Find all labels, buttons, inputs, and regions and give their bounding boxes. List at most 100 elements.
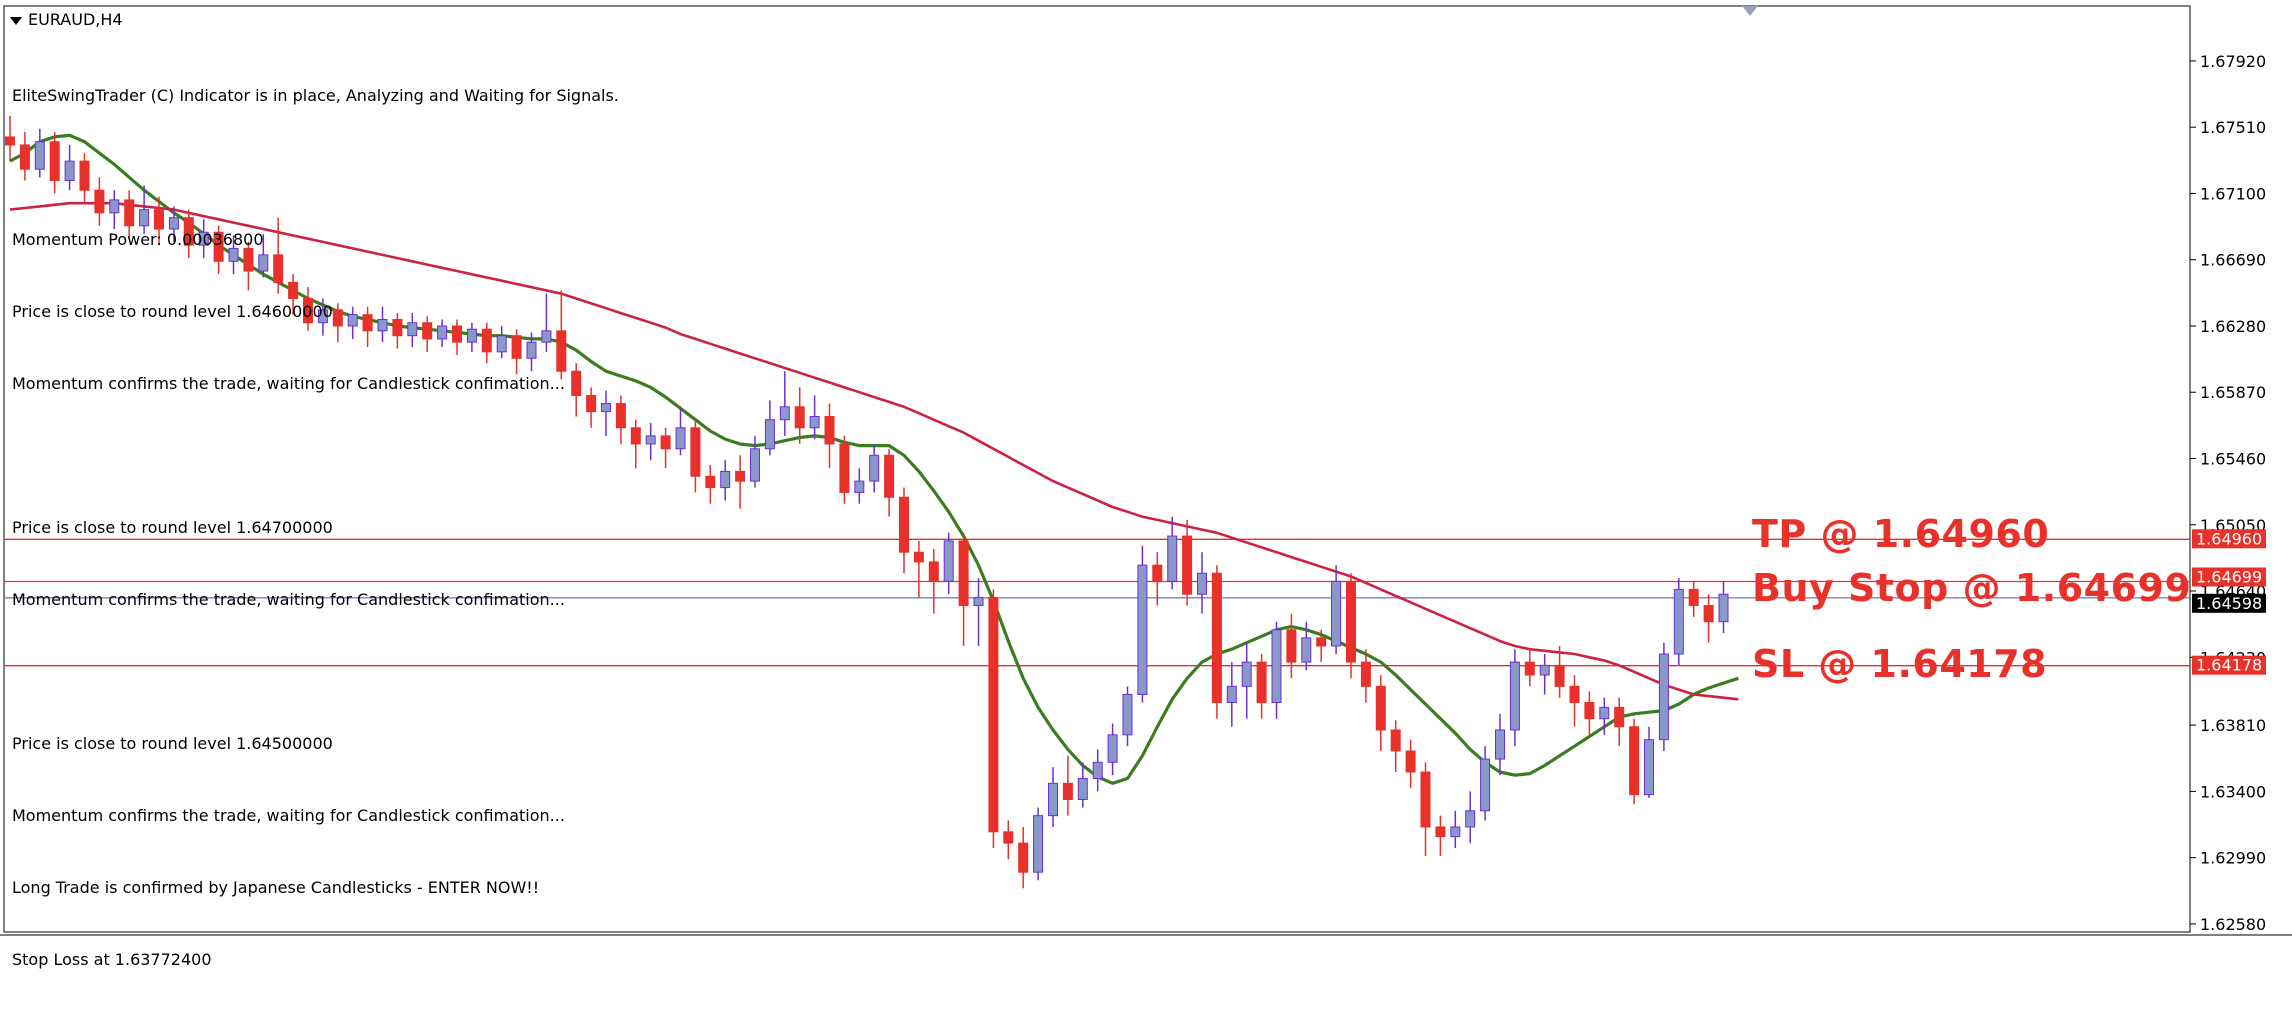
bear-candle [1524, 661, 1535, 676]
bear-candle [1018, 842, 1029, 873]
info-line: Momentum confirms the trade, waiting for… [12, 374, 565, 393]
sl-annotation: SL @ 1.64178 [1752, 642, 2048, 686]
bull-candle [854, 480, 865, 493]
bull-candle [750, 448, 760, 482]
bull-candle [1107, 734, 1118, 763]
price-tag-bg [2192, 655, 2266, 675]
bear-candle [481, 328, 492, 353]
price-tag-label: 1.64178 [2196, 656, 2262, 675]
bear-candle [1614, 706, 1625, 728]
bear-candle [19, 144, 30, 170]
bear-candle [332, 309, 343, 327]
bear-candle [1390, 729, 1401, 752]
bear-candle [690, 427, 701, 477]
bull-candle [437, 325, 448, 340]
bull-candle [1048, 782, 1058, 817]
bull-candle [720, 470, 731, 489]
bull-candle [258, 254, 269, 272]
bull-candle [973, 596, 984, 607]
bear-candle [1182, 535, 1193, 595]
bull-candle [168, 217, 179, 230]
bull-candle [198, 231, 209, 246]
bear-candle [1062, 782, 1073, 800]
bear-candle [124, 199, 135, 227]
bear-candle [735, 470, 746, 482]
bear-candle [884, 454, 895, 498]
price-tag-bg [2192, 529, 2266, 549]
price-chart[interactable]: 1.67920 1.67510 1.67100 1.66690 1.66280 1.658… [0, 0, 2292, 940]
info-line: Price is close to round level 1.64600000 [12, 302, 333, 321]
info-line: Momentum confirms the trade, waiting for… [12, 806, 565, 825]
bear-candle [1420, 771, 1431, 828]
bear-candle [899, 496, 909, 553]
bear-candle [1435, 826, 1446, 838]
bull-candle [1718, 593, 1729, 623]
bear-candle [988, 596, 999, 833]
bull-candle [1033, 815, 1044, 873]
info-line: Price is close to round level 1.64700000 [12, 518, 333, 537]
bull-candle [496, 335, 507, 353]
y-tick-label: 1.67920 [2200, 52, 2266, 71]
bear-candle [79, 160, 90, 191]
bull-candle [601, 403, 611, 413]
bear-candle [1569, 685, 1580, 704]
bear-candle [1688, 588, 1699, 607]
bull-candle [1137, 564, 1148, 695]
bull-candle [1539, 664, 1550, 676]
bear-candle [1003, 831, 1014, 844]
price-tag-label: 1.64699 [2196, 567, 2262, 586]
bear-candle [392, 319, 403, 337]
bear-candle [94, 189, 105, 214]
info-line [12, 444, 619, 468]
bull-candle [541, 330, 552, 343]
info-line: Stop Loss at 1.63772400 [12, 950, 212, 969]
y-tick-label: 1.63400 [2200, 782, 2266, 801]
bull-candle [1331, 580, 1342, 647]
bull-candle [109, 199, 120, 214]
bull-candle [228, 247, 239, 262]
bear-candle [1703, 605, 1714, 623]
bull-candle [675, 427, 686, 450]
bear-candle [630, 427, 641, 445]
y-tick-label: 1.67510 [2200, 118, 2266, 137]
y-tick-label: 1.66690 [2200, 251, 2266, 270]
bull-candle [1167, 535, 1178, 582]
bull-candle [645, 435, 656, 445]
bull-candle [1673, 588, 1684, 655]
bear-candle [1360, 661, 1371, 687]
bear-candle [928, 561, 939, 582]
bear-candle [794, 406, 805, 429]
bear-candle [362, 314, 373, 332]
info-line: Price is close to round level 1.64500000 [12, 734, 333, 753]
bull-candle [1271, 629, 1282, 704]
bull-candle [139, 209, 150, 227]
bull-candle [317, 309, 328, 324]
bull-candle [1226, 685, 1237, 704]
bull-candle [809, 415, 820, 429]
y-tick-label: 1.65460 [2200, 449, 2266, 468]
bear-candle [154, 209, 164, 230]
bull-candle [1644, 739, 1654, 796]
bear-candle [1554, 664, 1565, 687]
price-tag-bg [2192, 567, 2266, 587]
bear-candle [49, 141, 60, 182]
bull-candle [869, 454, 880, 482]
bear-candle [1316, 637, 1327, 647]
bull-candle [526, 341, 537, 359]
chart-menu-triangle-icon[interactable] [10, 16, 22, 25]
symbol-title-text: EURAUD,H4 [28, 10, 123, 29]
bull-candle [1599, 706, 1610, 720]
bear-candle [615, 403, 626, 429]
bear-candle [839, 443, 850, 493]
bull-candle [1077, 777, 1088, 800]
bear-candle [243, 247, 254, 272]
bull-candle [347, 314, 358, 327]
chart-window[interactable]: 1.67920 1.67510 1.67100 1.66690 1.66280 1.658… [0, 0, 2292, 969]
bull-candle [1465, 810, 1476, 828]
bull-candle [1122, 693, 1133, 736]
bull-candle [1509, 661, 1520, 731]
price-tag-bg [2192, 593, 2266, 613]
bear-candle [288, 281, 299, 300]
bull-candle [764, 419, 775, 450]
bear-candle [511, 335, 522, 359]
